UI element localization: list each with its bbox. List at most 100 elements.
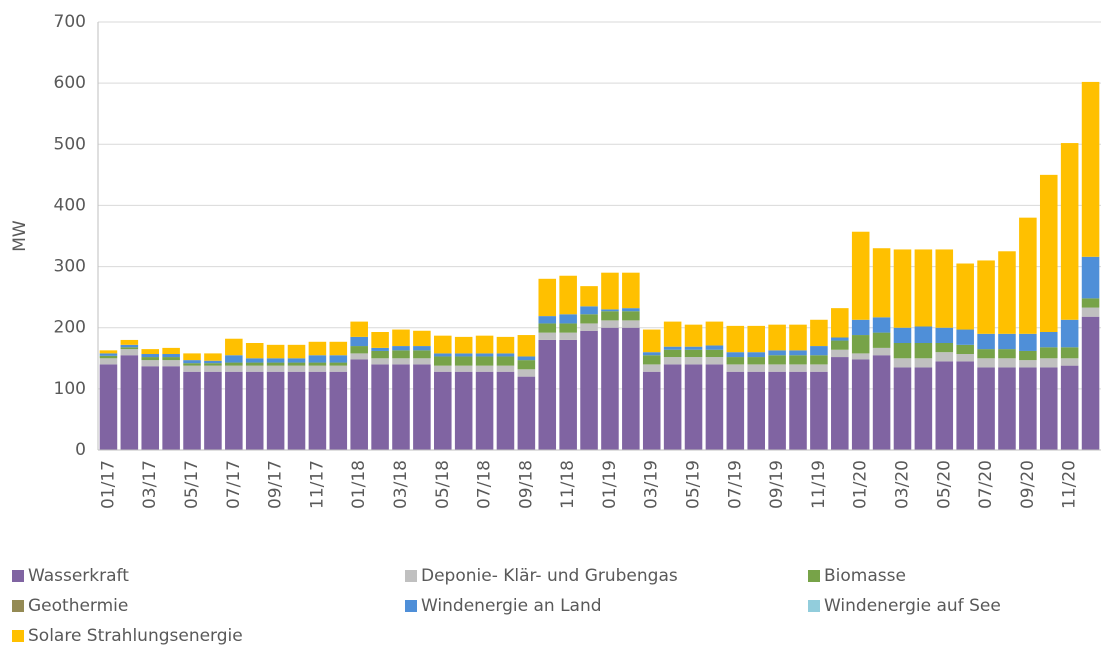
bar-segment [517,376,536,450]
bar-segment [914,358,933,368]
x-tick-label: 03/18 [391,460,411,509]
bar-segment [851,335,870,354]
bar-segment [1060,347,1079,359]
bar-segment [768,355,786,365]
bar-segment [622,272,640,309]
bar-segment [1060,358,1079,366]
bar-segment [622,308,640,312]
bar-segment [1060,319,1079,348]
bar-segment [935,249,954,328]
bar-segment [225,362,243,366]
bar-segment [851,319,870,336]
bar-segment [245,362,264,366]
bar-segment [454,356,473,366]
bar-segment [371,331,389,348]
bar-segment [914,367,933,450]
bar-segment [434,356,452,366]
legend-swatch [12,570,24,582]
bar-segment [768,324,786,351]
y-tick-label: 100 [54,379,86,399]
bar-segment [998,333,1016,350]
legend-swatch [405,600,417,612]
bar-segment [642,329,661,353]
bar-segment [454,353,473,357]
bar-segment [956,361,974,450]
bar-segment [747,352,765,358]
bar-segment [1081,316,1100,450]
bar-segment [872,347,891,356]
legend-label: Solare Strahlungsenergie [28,626,243,646]
bar-segment [768,350,786,356]
bar-segment [747,364,765,372]
bar-segment [287,371,306,450]
y-tick-label: 0 [75,440,86,460]
bar-segment [350,353,368,360]
bar-segment [663,321,682,347]
bar-segment [162,347,180,355]
bar-segment [831,357,849,450]
bar-segment [580,306,598,315]
bar-segment [99,364,118,450]
bar-segment [1060,143,1079,320]
bar-segment [789,371,807,450]
x-tick-label: 01/20 [851,460,871,509]
x-tick-label: 09/19 [767,460,787,509]
bar-segment [266,344,285,359]
bar-segment [392,329,410,347]
bar-segment [204,371,222,450]
bar-segment [99,358,118,365]
bar-segment [287,365,306,372]
bar-segment [1019,217,1037,334]
bar-segment [956,329,974,345]
bar-segment [914,326,933,343]
bar-segment [601,311,619,321]
x-tick-label: 03/20 [892,460,912,509]
bar-segment [1081,307,1100,317]
bar-segment [935,343,954,353]
bar-segment [1019,360,1037,368]
bar-segment [1039,174,1058,332]
legend-label: Windenergie an Land [421,596,602,616]
bar-segment [622,311,640,321]
bar-segment [413,364,431,450]
bar-segment [831,349,849,358]
x-tick-label: 05/18 [433,460,453,509]
bar-segment [475,353,494,357]
bar-segment [1081,256,1100,299]
x-tick-label: 05/19 [684,460,704,509]
bar-segment [538,323,557,333]
bar-segment [810,346,828,356]
bar-segment [371,347,389,351]
x-tick-label: 03/17 [140,460,160,509]
bar-segment [496,336,515,354]
bar-segment [517,335,536,357]
bar-segment [642,355,661,365]
bar-segment [120,339,139,345]
bar-segment [329,371,348,450]
bar-segment [392,346,410,351]
bar-segment [475,371,494,450]
x-tick-label: 11/17 [307,460,327,509]
y-tick-label: 400 [54,195,86,215]
bar-segment [183,363,201,366]
bar-segment [538,339,557,450]
bar-segment [663,349,682,358]
bar-segment [998,349,1016,359]
bar-segment [392,364,410,450]
bar-segment [183,360,201,364]
bar-segment [225,338,243,356]
bar-segment [141,349,160,355]
bar-segment [893,343,912,359]
bar-segment [162,360,180,367]
bar-segment [434,353,452,357]
bar-segment [183,353,201,361]
bar-segment [183,365,201,372]
bar-segment [454,365,473,372]
bar-segment [308,341,327,356]
bar-segment [893,249,912,328]
x-tick-label: 01/18 [349,460,369,509]
bar-segment [517,369,536,377]
bar-segment [475,356,494,366]
bar-segment [329,365,348,372]
bar-segment [977,367,995,450]
